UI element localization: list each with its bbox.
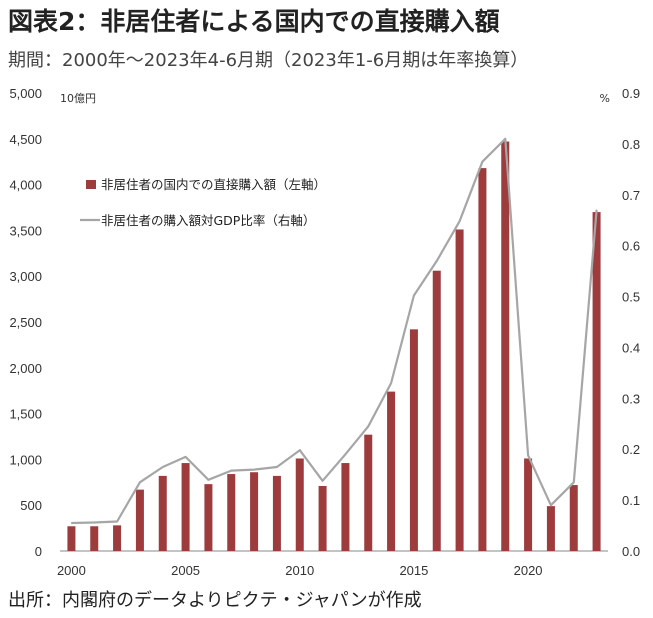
y-left-tick-label: 4,500 — [9, 132, 42, 147]
bar — [135, 489, 144, 551]
y-left-tick-label: 0 — [35, 544, 42, 559]
y-right-unit: % — [600, 92, 610, 105]
y-left-tick-label: 1,000 — [9, 452, 42, 467]
y-right-tick-label: 0.2 — [622, 442, 640, 457]
line-point — [184, 456, 187, 458]
bar — [501, 141, 510, 551]
bar — [387, 391, 396, 551]
line-point — [139, 481, 141, 483]
bar — [90, 526, 99, 551]
bar — [546, 506, 555, 551]
y-left-tick-label: 1,500 — [9, 407, 42, 422]
line-point — [116, 520, 118, 523]
bar — [524, 458, 533, 551]
bar — [204, 484, 213, 551]
bar — [67, 526, 76, 551]
bar — [455, 229, 464, 551]
x-tick-label: 2005 — [171, 563, 200, 578]
bar — [227, 474, 236, 551]
y-left-tick-label: 500 — [20, 498, 42, 513]
bar — [432, 270, 441, 551]
bar — [181, 463, 190, 551]
bar — [318, 485, 327, 551]
line-point — [162, 466, 164, 468]
line-point — [207, 479, 210, 481]
bar — [295, 458, 304, 551]
line-point — [299, 449, 301, 451]
y-left-tick-label: 3,500 — [9, 223, 42, 238]
y-right-tick-label: 0.7 — [622, 188, 640, 203]
bar — [592, 212, 601, 551]
line-point — [458, 220, 461, 222]
line-point — [436, 260, 438, 262]
line-point — [93, 521, 95, 524]
bar — [250, 472, 259, 551]
y-left-tick-label: 3,000 — [9, 269, 42, 284]
line-point — [70, 522, 73, 524]
y-right-tick-label: 0.0 — [622, 544, 640, 559]
y-right-tick-label: 0.8 — [622, 137, 640, 152]
y-left-tick-label: 2,000 — [9, 361, 42, 376]
bar — [364, 434, 373, 551]
y-right-tick-label: 0.3 — [622, 391, 640, 406]
bar — [341, 463, 350, 551]
line-point — [573, 481, 575, 483]
x-tick-label: 2015 — [399, 563, 428, 578]
line-point — [390, 382, 392, 384]
y-right-tick-label: 0.6 — [622, 239, 640, 254]
line-point — [367, 425, 369, 427]
series-line — [71, 137, 598, 525]
legend-bar-swatch — [86, 180, 96, 189]
legend-bar-label: 非居住者の国内での直接購入額（左軸） — [101, 177, 326, 192]
y-left-unit: 10億円 — [60, 92, 96, 105]
x-tick-label: 2010 — [285, 563, 314, 578]
line-point — [527, 454, 529, 456]
y-right-tick-label: 0.1 — [622, 493, 640, 508]
x-tick-label: 2020 — [514, 563, 543, 578]
y-right-tick-label: 0.5 — [622, 290, 640, 305]
y-right-tick-label: 0.9 — [622, 86, 640, 101]
bar — [569, 485, 578, 551]
y-left-tick-label: 5,000 — [9, 86, 42, 101]
source-note: 出所：内閣府のデータよりピクテ・ジャパンが作成 — [8, 590, 422, 611]
chart-title: 図表2：非居住者による国内での直接購入額 — [8, 7, 500, 36]
legend-line-label: 非居住者の購入額対GDP比率（右軸） — [101, 213, 315, 228]
line-point — [230, 469, 232, 472]
line-point — [504, 138, 506, 140]
line-point — [253, 468, 255, 471]
chart-subtitle: 期間：2000年～2023年4-6月期（2023年1-6月期は年率換算） — [8, 50, 529, 71]
line-point — [276, 466, 278, 468]
line-point — [321, 480, 324, 482]
y-right-tick-label: 0.4 — [622, 340, 640, 355]
line-point — [481, 161, 484, 163]
bar — [272, 475, 281, 551]
bar — [409, 329, 418, 551]
y-left-tick-label: 4,000 — [9, 178, 42, 193]
bar — [113, 525, 122, 551]
line-point — [413, 294, 415, 297]
bar — [158, 475, 167, 551]
line-point — [595, 209, 598, 211]
bar — [478, 168, 487, 551]
line-point — [550, 504, 552, 506]
line-point — [344, 453, 347, 455]
y-left-tick-label: 2,500 — [9, 315, 42, 330]
x-tick-label: 2000 — [57, 563, 86, 578]
